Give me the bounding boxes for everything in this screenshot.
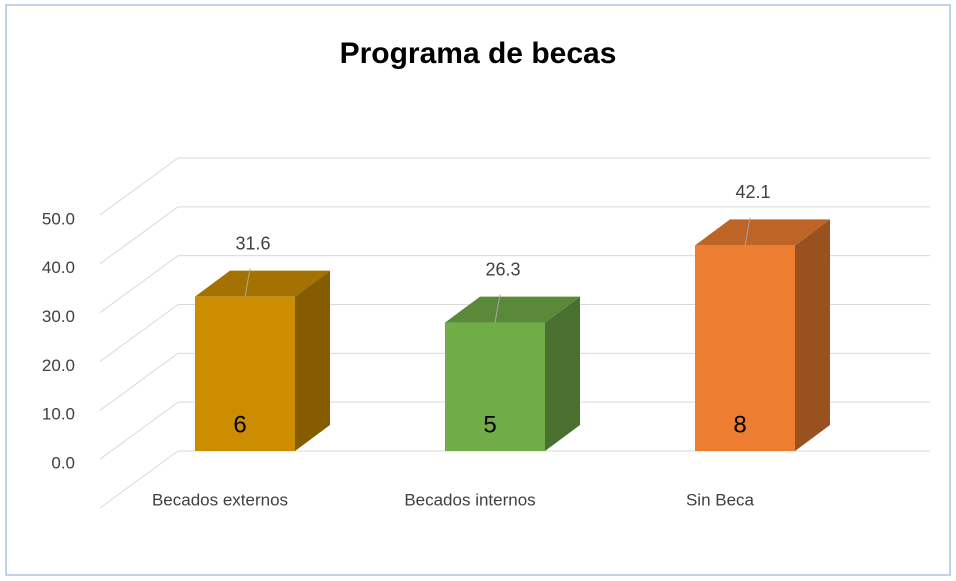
bar-top (695, 219, 830, 246)
grid-line (99, 304, 179, 362)
grid-line (99, 157, 179, 216)
bar-top (195, 270, 330, 297)
bar (695, 245, 795, 451)
y-tick-label: 30.0 (42, 307, 75, 326)
y-tick-label: 50.0 (42, 209, 75, 228)
x-tick-label: Sin Beca (686, 490, 755, 509)
bar-side (795, 219, 830, 451)
x-tick-label: Becados externos (152, 490, 288, 509)
bar (195, 296, 295, 451)
count-label: 6 (233, 411, 246, 438)
bar-top (445, 296, 580, 323)
value-label: 42.1 (735, 182, 770, 202)
grid-line (99, 206, 179, 265)
leader-line (744, 217, 751, 246)
bar-side (545, 296, 580, 451)
grid-line (99, 450, 179, 509)
value-label: 26.3 (485, 259, 520, 279)
bar (445, 322, 545, 451)
bar-side (295, 270, 330, 451)
y-tick-label: 40.0 (42, 258, 75, 277)
leader-line (494, 294, 501, 323)
y-tick-label: 20.0 (42, 356, 75, 375)
value-label: 31.6 (235, 233, 270, 253)
chart-title: Programa de becas (340, 37, 617, 70)
grid-line (99, 401, 179, 460)
x-tick-label: Becados internos (404, 490, 535, 509)
y-tick-label: 0.0 (51, 453, 75, 472)
count-label: 8 (733, 411, 746, 438)
grid-line (99, 255, 179, 314)
grid-line (99, 352, 179, 411)
leader-line (244, 268, 251, 297)
count-label: 5 (483, 411, 496, 438)
y-tick-label: 10.0 (42, 405, 75, 424)
